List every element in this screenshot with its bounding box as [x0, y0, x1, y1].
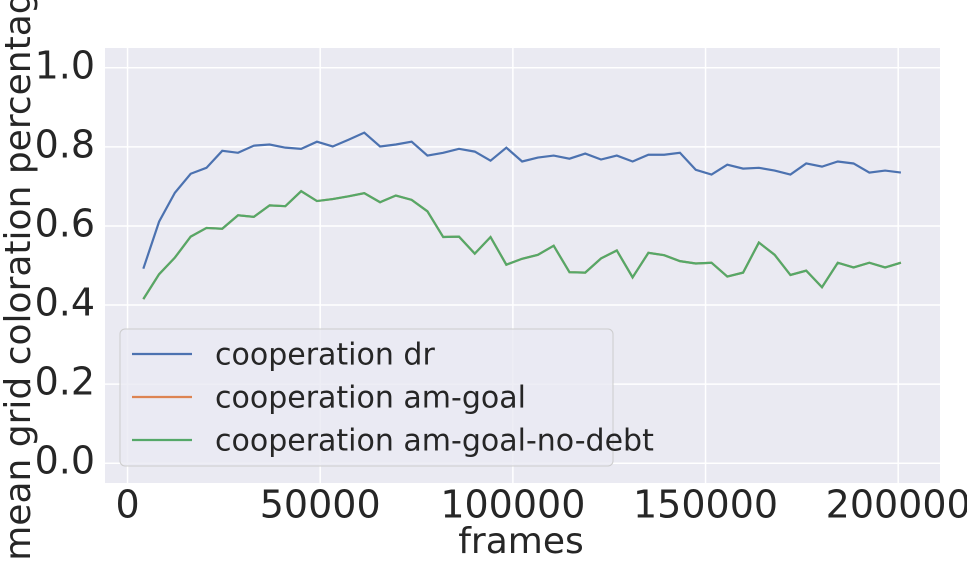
y-axis-label: mean grid coloration percentage	[0, 0, 39, 561]
legend-label: cooperation dr	[215, 338, 435, 373]
y-tick-label: 0.2	[35, 360, 95, 404]
x-tick-label: 100000	[440, 483, 585, 527]
line-series	[142, 189, 902, 300]
legend-box	[119, 328, 614, 467]
line-series	[142, 131, 902, 270]
y-tick-label: 0.0	[35, 439, 95, 483]
legend-label: cooperation am-goal	[215, 381, 526, 416]
y-tick-label: 0.8	[35, 122, 95, 166]
x-tick-label: 50000	[260, 483, 381, 527]
y-tick-label: 0.6	[35, 201, 95, 245]
x-tick-label: 150000	[633, 483, 778, 527]
y-tick-label: 0.4	[35, 281, 95, 325]
y-tick-label: 1.0	[35, 43, 95, 87]
x-tick-label: 0	[115, 483, 139, 527]
x-tick-label: 200000	[826, 483, 967, 527]
x-axis-label: frames	[458, 521, 584, 562]
legend-label: cooperation am-goal-no-debt	[215, 424, 654, 459]
